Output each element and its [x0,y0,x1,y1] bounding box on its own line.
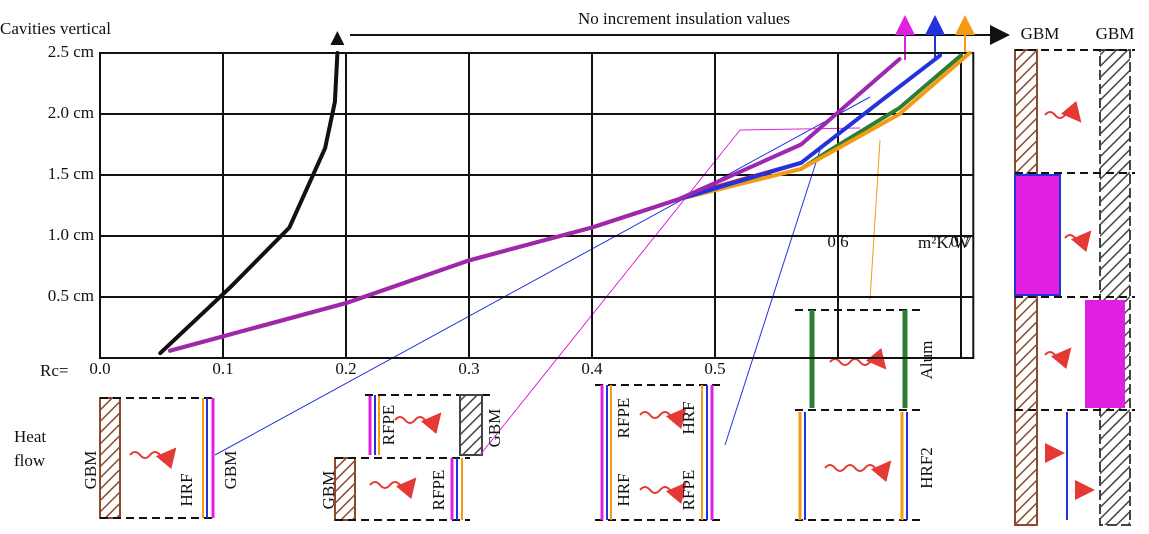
x-tick-label: 0.3 [458,359,479,378]
x-prefix: Rc= [40,361,68,380]
annotation: GBM [1021,24,1060,43]
annotation: GBM [319,471,338,510]
chart-title: Cavities vertical [0,19,111,38]
arrowhead [330,31,344,45]
y-tick-label: 1.0 cm [48,225,94,244]
y-tick-label: 2.5 cm [48,42,94,61]
x-tick-label: 0.2 [335,359,356,378]
annotation: GBM [81,451,100,490]
x-tick-label: 0.0 [89,359,110,378]
heat-flow-label: Heat flow [14,425,62,473]
annotation: HRF [679,401,698,434]
y-tick-label: 1.5 cm [48,164,94,183]
sketches [100,25,1135,525]
x-tick-label: 0.6 [827,232,848,251]
subtitle: No increment insulation values [578,9,790,28]
annotation: RFPE [679,470,698,511]
annotation: GBM [1096,24,1135,43]
plot-frame [100,53,973,358]
series-line [170,59,899,351]
series-line [801,55,961,168]
annotation: RFPE [429,470,448,511]
annotation: Alum [917,341,936,380]
annotation: HRF [614,473,633,506]
annotation: GBM [485,409,504,448]
series-line [160,53,337,353]
y-tick-label: 0.5 cm [48,286,94,305]
x-tick-label: 0.4 [581,359,603,378]
annotation: HRF2 [917,447,936,489]
y-tick-label: 2.0 cm [48,103,94,122]
annotation: RFPE [614,398,633,439]
series-line [170,53,970,351]
series-line [678,55,940,199]
x-tick-label: 0.5 [704,359,725,378]
page: Cavities vertical No increment insulatio… [0,0,1149,534]
x-tick-label: 0.1 [212,359,233,378]
annotation: HRF [177,473,196,506]
x-tick-label: 0.7 [950,232,972,251]
chart: Cavities vertical No increment insulatio… [0,0,1149,534]
annotation: RFPE [379,405,398,446]
annotation: GBM [221,451,240,490]
